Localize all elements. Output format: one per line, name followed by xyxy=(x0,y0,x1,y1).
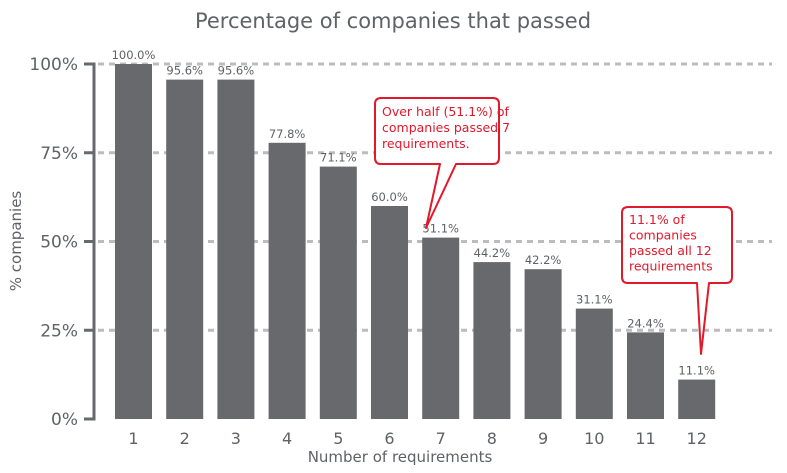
x-tick-label: 12 xyxy=(687,429,707,448)
data-label: 95.6% xyxy=(218,64,255,78)
x-tick-label: 8 xyxy=(487,429,497,448)
x-tick-label: 3 xyxy=(231,429,241,448)
x-ticks: 1 2 3 4 5 6 7 8 9 10 11 12 xyxy=(128,429,706,448)
bar-8 xyxy=(473,262,511,419)
bar-11 xyxy=(627,332,664,419)
bar-5 xyxy=(319,166,357,419)
data-label: 100.0% xyxy=(112,48,156,62)
x-tick-label: 5 xyxy=(333,429,343,448)
data-label: 11.1% xyxy=(678,364,715,378)
bar-1 xyxy=(115,64,152,419)
bar-2 xyxy=(166,79,204,420)
y-tick-label: 25% xyxy=(40,321,78,341)
bar-4 xyxy=(268,142,306,419)
x-tick-label: 4 xyxy=(282,429,292,448)
bar-6 xyxy=(371,206,408,419)
x-tick-label: 9 xyxy=(538,429,548,448)
y-axis: 0% 25% 50% 75% 100% xyxy=(29,55,96,430)
data-label: 77.8% xyxy=(269,127,306,141)
y-tick-label: 50% xyxy=(40,233,78,253)
y-tick-label: 100% xyxy=(29,55,78,75)
y-tick-label: 0% xyxy=(51,410,78,430)
x-tick-label: 2 xyxy=(180,429,190,448)
callout-text-line: passed all 12 xyxy=(629,243,712,258)
data-label: 60.0% xyxy=(371,190,408,204)
bars xyxy=(115,64,716,420)
callout-text-line: companies xyxy=(629,228,697,243)
bar-10 xyxy=(575,308,613,419)
callout-text-line: requirements xyxy=(629,259,713,274)
callout-bubble xyxy=(374,97,500,229)
callout-text-line: 11.1% of xyxy=(629,212,685,227)
data-labels: 100.0% 95.6% 95.6% 77.8% 71.1% 60.0% 51.1% 44.2… xyxy=(112,48,715,378)
data-label: 24.4% xyxy=(627,316,664,330)
x-tick-label: 7 xyxy=(436,429,446,448)
data-label: 95.6% xyxy=(166,64,203,78)
callout-text-line: requirements. xyxy=(382,136,470,151)
bar-12 xyxy=(678,379,716,419)
x-tick-label: 10 xyxy=(584,429,604,448)
x-tick-label: 1 xyxy=(128,429,138,448)
bar-9 xyxy=(524,269,562,419)
x-tick-label: 6 xyxy=(384,429,394,448)
y-tick-label: 75% xyxy=(40,144,78,164)
data-label: 71.1% xyxy=(320,151,357,165)
callout-text-line: companies passed 7 xyxy=(382,120,510,135)
data-label: 42.2% xyxy=(525,253,562,267)
bar-7 xyxy=(422,237,460,419)
data-label: 51.1% xyxy=(422,222,459,236)
data-label: 44.2% xyxy=(474,246,511,260)
data-label: 31.1% xyxy=(576,293,613,307)
y-axis-label: % companies xyxy=(7,191,25,292)
x-tick-label: 11 xyxy=(635,429,655,448)
callout-text-line: Over half (51.1%) of xyxy=(382,104,510,119)
x-axis-label: Number of requirements xyxy=(308,448,493,466)
chart-title: Percentage of companies that passed xyxy=(195,9,591,33)
callout-bubble xyxy=(621,206,733,355)
bar-3 xyxy=(217,79,255,420)
